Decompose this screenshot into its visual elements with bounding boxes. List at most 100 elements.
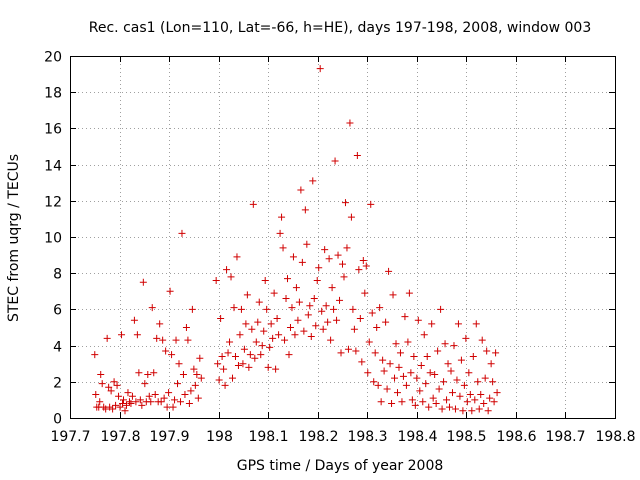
y-tick-label: 16 [44,122,62,138]
data-point [284,275,292,283]
data-point [147,398,155,406]
data-point [457,356,465,364]
data-point [318,307,326,315]
data-point [289,253,297,261]
data-point [480,400,488,408]
data-point [450,342,458,350]
data-point [272,365,280,373]
data-point [401,313,409,321]
data-point [92,390,100,398]
data-point [370,378,378,386]
data-point [118,331,126,339]
data-point [420,331,428,339]
data-point [483,347,491,355]
data-point [176,398,184,406]
data-point [371,349,379,357]
data-point [257,351,265,359]
data-point [102,405,110,413]
data-point [279,244,287,252]
data-point [460,381,468,389]
data-point [392,340,400,348]
data-point [359,257,367,265]
data-point [459,407,467,415]
data-point [408,396,416,404]
data-point [365,338,373,346]
data-point [477,390,485,398]
data-point [414,316,422,324]
data-point [252,338,260,346]
data-point [184,336,192,344]
data-point [242,320,250,328]
data-point [398,398,406,406]
x-tick-label: 197.7 [50,429,90,445]
data-point [466,390,474,398]
data-point [240,345,248,353]
x-tick-label: 198.5 [446,429,486,445]
data-point [254,318,262,326]
data-point [416,387,424,395]
data-point [165,389,173,397]
data-point [260,327,268,335]
data-point [223,266,231,274]
data-point [162,347,170,355]
data-point [481,374,489,382]
data-point [212,276,220,284]
data-point [178,229,186,237]
data-point [405,289,413,297]
data-point [119,400,127,408]
data-point [333,316,341,324]
data-point [419,398,427,406]
data-point [285,351,293,359]
data-point [399,372,407,380]
data-point [103,334,111,342]
data-point [324,318,332,326]
chart-title: Rec. cas1 (Lon=110, Lat=-66, h=HE), days… [89,20,591,36]
data-point [107,387,115,395]
data-point [188,305,196,313]
data-point [239,360,247,368]
data-point [128,392,136,400]
data-point [246,351,254,359]
data-point [217,314,225,322]
data-point [309,177,317,185]
data-point [221,381,229,389]
y-tick-label: 12 [44,195,62,211]
data-point [437,305,445,313]
x-tick-label: 198.2 [298,429,338,445]
data-point [275,331,283,339]
data-point [159,336,167,344]
data-point [105,383,113,391]
y-tick-labels: 0 2 4 6 8 10 12 14 16 18 20 [44,50,62,428]
data-point [227,273,235,281]
data-point [307,333,315,341]
data-point [358,358,366,366]
x-tick-label: 197.8 [100,429,140,445]
data-point [233,253,241,261]
data-point [432,400,440,408]
data-point [327,336,335,344]
data-point [251,354,259,362]
data-point [303,240,311,248]
data-point [115,392,123,400]
data-point [218,352,226,360]
data-point [281,336,289,344]
data-point [234,362,242,370]
data-point [426,369,434,377]
data-point [226,338,234,346]
data-point [389,291,397,299]
data-point [300,327,308,335]
data-point [343,244,351,252]
x-tick-label: 198.6 [496,429,536,445]
data-point [382,318,390,326]
data-point [153,334,161,342]
data-point [336,296,344,304]
data-point [352,347,360,355]
data-point [462,334,470,342]
data-point [224,349,232,357]
data-point [106,403,114,411]
data-point [168,351,176,359]
data-point [120,396,128,404]
data-point [124,389,132,397]
data-point [236,331,244,339]
